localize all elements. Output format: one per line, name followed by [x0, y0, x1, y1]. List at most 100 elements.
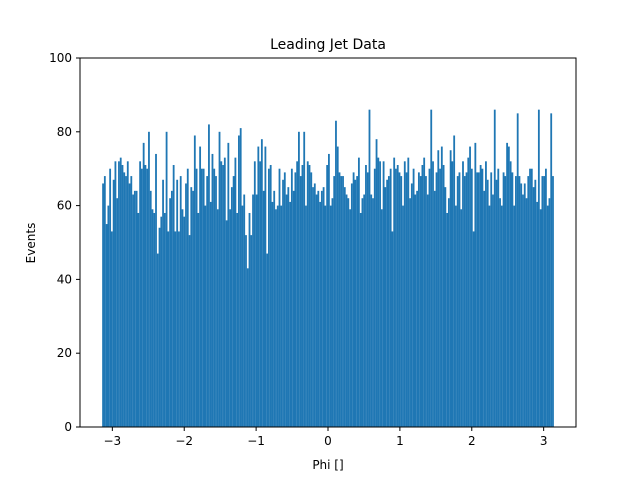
histogram-bar — [139, 161, 142, 427]
histogram-bar — [246, 268, 249, 427]
histogram-bar — [425, 176, 427, 427]
histogram-bar — [257, 146, 260, 427]
histogram-bar — [170, 190, 173, 427]
histogram-bar — [262, 190, 265, 427]
histogram-bar — [499, 198, 501, 427]
histogram-bar — [483, 190, 486, 427]
histogram-bar — [515, 176, 517, 427]
histogram-bar — [455, 205, 457, 427]
histogram-bar — [476, 172, 479, 427]
histogram-bar — [225, 220, 228, 427]
histogram-bar — [365, 165, 367, 427]
histogram-bar — [419, 176, 422, 427]
histogram-bar — [326, 165, 329, 427]
histogram-bar — [432, 161, 434, 427]
histogram-bar — [133, 190, 136, 427]
histogram-bar — [269, 165, 272, 427]
histogram-bar — [356, 176, 359, 427]
histogram-bar — [299, 176, 302, 427]
histogram-bar — [545, 168, 547, 427]
histogram-bar — [260, 139, 263, 427]
histogram-bar — [315, 194, 318, 427]
histogram-bar — [363, 194, 366, 427]
x-tick-label: −1 — [247, 434, 265, 448]
histogram-bar — [384, 187, 387, 427]
histogram-bar — [516, 113, 519, 427]
histogram-bar — [186, 168, 189, 427]
histogram-bar — [234, 157, 237, 427]
histogram-bar — [245, 235, 247, 427]
histogram-bar — [340, 176, 343, 427]
y-tick-label: 80 — [57, 125, 72, 139]
histogram-bar — [350, 183, 353, 427]
histogram-bar — [405, 172, 408, 427]
histogram-bar — [248, 212, 251, 427]
histogram-bar — [379, 161, 381, 427]
histogram-bar — [126, 161, 129, 427]
histogram-bar — [160, 216, 163, 427]
histogram-bar — [421, 165, 424, 427]
histogram-bar — [243, 194, 246, 427]
histogram-bar — [174, 231, 177, 427]
x-tick-label: −2 — [175, 434, 193, 448]
histogram-bar — [130, 176, 133, 427]
histogram-bar — [391, 231, 394, 427]
histogram-bar — [534, 179, 537, 427]
histogram-bar — [537, 109, 540, 427]
histogram-bar — [132, 194, 134, 427]
histogram-bar — [116, 198, 119, 427]
histogram-bar — [172, 165, 175, 427]
histogram-bar — [188, 235, 191, 427]
histogram-bar — [103, 176, 106, 427]
histogram-bar — [386, 179, 389, 427]
histogram-bar — [527, 176, 530, 427]
histogram-bar — [345, 194, 348, 427]
x-axis: −3 −2 −1 0 1 2 3 — [103, 427, 547, 448]
histogram-bar — [502, 172, 505, 427]
histogram-bar — [525, 198, 528, 427]
histogram-bar — [444, 187, 447, 427]
histogram-bar — [209, 201, 212, 427]
histogram-bar — [451, 161, 454, 427]
histogram-bar — [193, 135, 196, 428]
histogram-bar — [301, 165, 304, 427]
histogram-bar — [283, 172, 286, 427]
histogram-bar — [529, 168, 531, 427]
x-tick-label: 1 — [396, 434, 404, 448]
histogram-bar — [541, 176, 544, 427]
histogram-bar — [190, 187, 193, 427]
histogram-bar — [500, 205, 503, 427]
histogram-bar — [354, 179, 357, 427]
histogram-bar — [370, 194, 373, 427]
histogram-bar — [352, 172, 355, 427]
histogram-bar — [520, 183, 523, 427]
histogram-bar — [320, 190, 323, 427]
histogram-bar — [426, 194, 429, 427]
histogram-bar — [208, 124, 210, 428]
histogram-bar — [238, 135, 240, 428]
histogram-bar — [183, 216, 186, 427]
histogram-bar — [135, 190, 138, 427]
histogram-bar — [366, 172, 369, 427]
histogram-bar — [453, 135, 456, 428]
histogram-bar — [239, 128, 242, 428]
histogram-bar — [477, 172, 480, 427]
histogram-bar — [223, 157, 226, 427]
histogram-bar — [306, 161, 309, 427]
histogram-bar — [176, 179, 179, 427]
histogram-bar — [268, 168, 270, 427]
histogram-bar — [308, 165, 311, 427]
histogram-bar — [169, 198, 172, 427]
histogram-bar — [490, 172, 493, 427]
histogram-bar — [236, 212, 239, 427]
y-tick-label: 100 — [49, 51, 72, 65]
histogram-bar — [312, 187, 314, 427]
x-tick-label: 0 — [324, 434, 332, 448]
histogram-bar — [163, 212, 166, 427]
histogram-bar — [296, 161, 299, 427]
histogram-bar — [543, 176, 546, 427]
histogram-bar — [155, 153, 157, 427]
histogram-bar — [178, 231, 180, 427]
histogram-bar — [523, 183, 526, 427]
